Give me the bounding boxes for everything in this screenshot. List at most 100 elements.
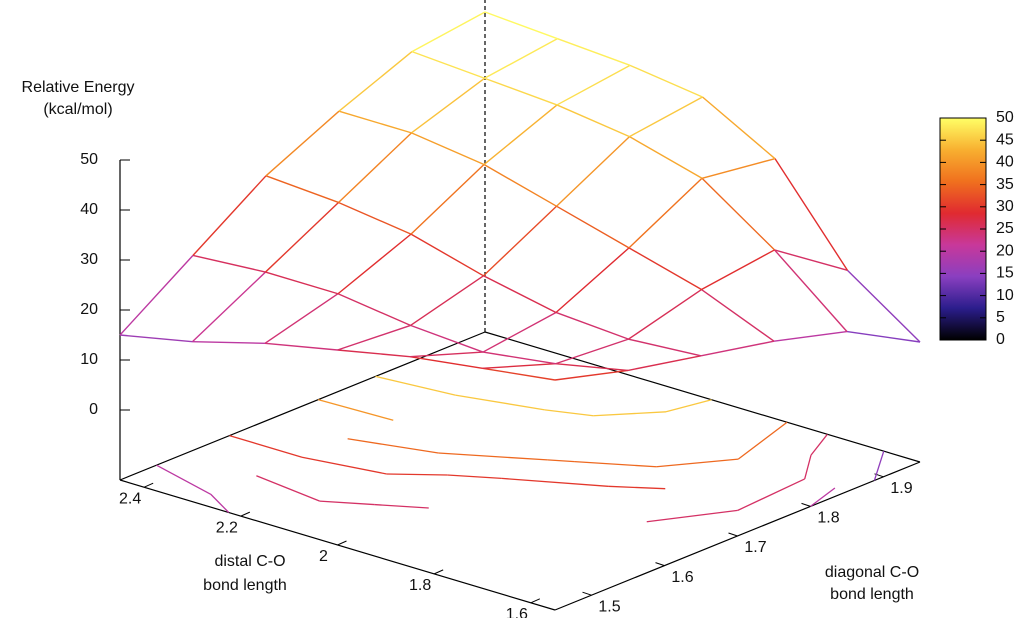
contour-line <box>348 439 439 453</box>
surface-mesh <box>557 137 630 207</box>
surface-mesh <box>410 357 483 369</box>
surface-mesh <box>557 65 630 105</box>
colorbar-tick-label: 20 <box>996 242 1014 259</box>
surface-mesh <box>412 12 485 52</box>
surface-mesh <box>266 272 339 294</box>
z-axis-label: (kcal/mol) <box>43 101 112 118</box>
x-tick-label: 1.5 <box>598 598 620 615</box>
surface-mesh <box>775 250 848 332</box>
y-tick-label: 1.8 <box>409 577 431 594</box>
z-tick-label: 40 <box>80 201 98 218</box>
surface-mesh <box>484 206 557 276</box>
z-tick-label: 10 <box>80 351 98 368</box>
colorbar-tick-label: 15 <box>996 265 1014 282</box>
contour-line <box>666 400 712 412</box>
contour-line <box>374 505 429 508</box>
surface-mesh <box>702 290 775 342</box>
surface-mesh <box>193 176 266 256</box>
x-tick <box>802 503 811 506</box>
surface-mesh <box>702 250 775 290</box>
contour-line <box>575 462 657 467</box>
surface-mesh <box>483 312 556 352</box>
contour-line <box>738 422 787 459</box>
y-tick <box>241 512 250 516</box>
surface-mesh <box>411 234 484 276</box>
contour-line <box>157 465 211 494</box>
surface-mesh <box>193 272 266 342</box>
surface-mesh <box>485 78 558 105</box>
surface-mesh <box>410 352 483 357</box>
contour-line <box>447 475 502 478</box>
surface-mesh <box>556 339 629 364</box>
contour-line <box>376 376 456 395</box>
surface-mesh <box>193 342 266 344</box>
contour-line <box>811 488 835 506</box>
surface-mesh <box>628 356 701 371</box>
floor-edge <box>485 332 920 462</box>
contour-line <box>608 486 665 488</box>
contour-line <box>302 457 387 474</box>
surface-mesh <box>774 332 847 342</box>
surface-mesh <box>265 343 338 350</box>
contour-line <box>502 478 608 486</box>
y-tick-label: 2 <box>319 548 328 565</box>
surface-mesh <box>338 234 411 294</box>
colorbar-tick-label: 45 <box>996 131 1014 148</box>
contour-line <box>256 476 319 501</box>
surface-mesh <box>339 202 412 234</box>
colorbar-tick-label: 40 <box>996 154 1014 171</box>
colorbar-tick-label: 10 <box>996 287 1014 304</box>
contour-line <box>811 434 827 455</box>
z-axis-label: Relative Energy <box>22 79 135 96</box>
surface-mesh <box>338 294 411 326</box>
y-tick <box>338 541 347 545</box>
surface-mesh <box>120 255 193 335</box>
contour-line <box>547 460 574 462</box>
surface-mesh <box>339 52 412 112</box>
contour-line <box>805 455 811 479</box>
x-tick <box>729 533 738 536</box>
surface-mesh <box>484 105 557 165</box>
y-tick-label: 2.2 <box>216 519 238 536</box>
surface-mesh <box>484 276 557 313</box>
surface-mesh <box>630 137 703 179</box>
surface-mesh <box>629 178 702 248</box>
surface-mesh <box>483 364 556 369</box>
colorbar-tick-label: 50 <box>996 109 1014 126</box>
surface-mesh <box>847 332 920 342</box>
contour-line <box>647 510 738 521</box>
surface-mesh <box>412 52 485 79</box>
contour-line <box>545 410 593 416</box>
colorbar-tick-label: 5 <box>996 309 1005 326</box>
surface-mesh <box>556 312 629 339</box>
surface-mesh <box>701 341 774 356</box>
surface-mesh <box>266 176 339 203</box>
surface-mesh <box>411 276 484 326</box>
colorbar-tick-label: 35 <box>996 176 1014 193</box>
surface-mesh <box>630 65 703 97</box>
surface-mesh <box>558 39 631 66</box>
surface-mesh <box>120 335 193 342</box>
colorbar-tick-label: 25 <box>996 220 1014 237</box>
contour-line <box>320 501 375 504</box>
z-tick-label: 20 <box>80 301 98 318</box>
contour-line <box>455 395 545 410</box>
surface-mesh <box>629 248 702 290</box>
surface-mesh <box>555 370 628 380</box>
surface-mesh <box>338 350 411 357</box>
surface-mesh <box>485 12 558 39</box>
surface-mesh <box>265 294 338 344</box>
x-axis-label: bond length <box>830 586 914 603</box>
surface-mesh <box>702 178 775 250</box>
surface-mesh <box>557 105 630 137</box>
contour-line <box>318 400 393 421</box>
z-tick-label: 30 <box>80 251 98 268</box>
surface-mesh <box>339 133 412 203</box>
surface-mesh <box>702 159 775 179</box>
surface-mesh <box>484 165 557 207</box>
colorbar <box>940 118 986 340</box>
contour-line <box>593 412 666 416</box>
surface-mesh <box>266 111 339 176</box>
surface-mesh <box>483 352 556 364</box>
surface-mesh <box>193 255 266 272</box>
